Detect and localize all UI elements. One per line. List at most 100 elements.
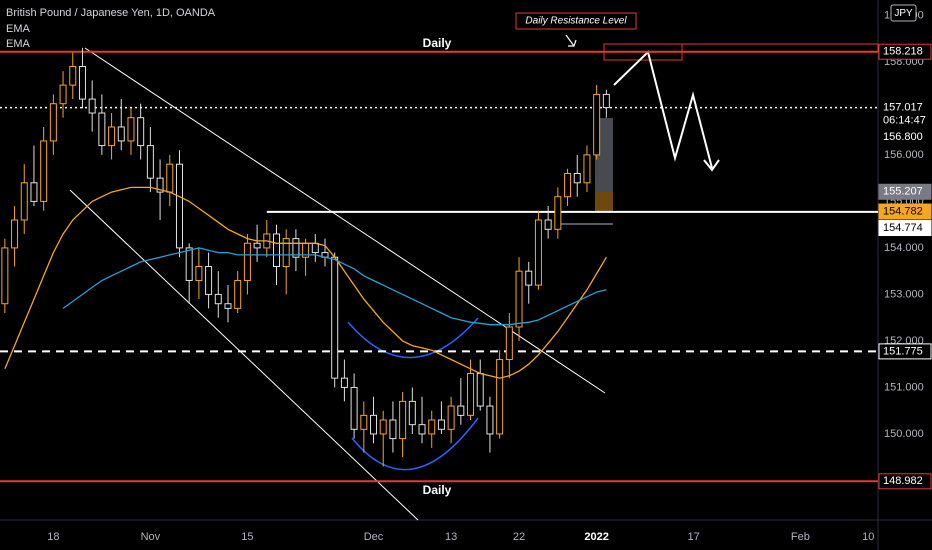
annotation: Daily <box>423 36 452 50</box>
candle-body <box>49 103 57 142</box>
y-tick-label: 156.000 <box>884 149 924 161</box>
candle-body <box>40 140 48 202</box>
candle-body <box>515 270 523 328</box>
candle-body <box>379 419 387 435</box>
candle-body <box>370 414 378 435</box>
candle-body <box>253 242 261 249</box>
arc <box>351 417 479 471</box>
candle-body <box>292 238 300 258</box>
y-tick-label: 151.000 <box>884 381 924 393</box>
price-tag <box>878 473 932 490</box>
currency-badge <box>890 4 917 22</box>
price-tag-label: 156.800 <box>883 131 923 143</box>
candle-body <box>389 419 397 440</box>
candle-body <box>224 303 232 309</box>
candle-body <box>59 84 67 105</box>
ema-line <box>4 186 607 379</box>
candle-body <box>428 419 436 435</box>
price-tag <box>878 99 932 129</box>
candle-body <box>554 196 562 230</box>
price-tag <box>878 43 932 60</box>
x-tick-label: Nov <box>141 531 161 543</box>
price-tag-label: 151.775 <box>883 345 923 357</box>
candle-body <box>418 424 426 435</box>
countdown: 06:14:47 <box>883 114 926 126</box>
candle-body <box>467 372 475 416</box>
x-tick-label: Dec <box>364 531 384 543</box>
price-tag <box>878 343 932 360</box>
price-tag <box>878 183 932 200</box>
candle-body <box>360 414 368 430</box>
candle-body <box>127 117 135 142</box>
candle-body <box>243 242 251 281</box>
x-tick-label: 22 <box>513 531 525 543</box>
arrow-head <box>703 159 720 172</box>
candle-body <box>534 219 542 286</box>
annotation: Daily Resistance Level <box>525 16 627 27</box>
candle-body <box>505 326 513 361</box>
candle-body <box>11 219 19 249</box>
candle-body <box>437 419 445 430</box>
candle-body <box>156 177 164 193</box>
x-tick-label: 17 <box>688 531 700 543</box>
ema-line <box>62 247 607 326</box>
candle-body <box>98 112 106 147</box>
candle-body <box>544 219 552 230</box>
currency-label: JPY <box>894 8 913 19</box>
channel-line <box>69 189 419 521</box>
candle-body <box>564 172 572 198</box>
candle-body <box>78 66 86 100</box>
price-tag-label: 157.017 <box>883 101 923 113</box>
candle-body <box>108 126 116 147</box>
price-tag-label: 155.207 <box>883 186 923 198</box>
candle-body <box>593 93 601 156</box>
price-tag-label: 148.982 <box>883 475 923 487</box>
candle-body <box>185 247 193 281</box>
candle-body <box>30 182 38 202</box>
candle-body <box>117 126 125 142</box>
candle-body <box>525 270 533 286</box>
candle-body <box>175 163 183 249</box>
candle-body <box>166 163 174 193</box>
candle-body <box>195 266 203 281</box>
candle-body <box>476 372 484 407</box>
candle-body <box>496 359 504 435</box>
annotation: Daily <box>423 483 452 497</box>
candle-body <box>282 238 290 268</box>
candle-body <box>457 405 465 416</box>
candle-body <box>408 400 416 426</box>
price-tag-label: 154.782 <box>883 205 923 217</box>
candle-body <box>137 117 145 147</box>
legend-entry: EMA <box>6 23 31 35</box>
candle-body <box>399 400 407 440</box>
price-tag-label: 158.218 <box>883 46 923 58</box>
arc <box>347 317 479 359</box>
pointer-arrow <box>565 34 577 47</box>
x-tick-label: 2022 <box>584 531 608 543</box>
price-tag-label: 154.774 <box>883 222 923 234</box>
x-tick-label: Feb <box>791 531 810 543</box>
candle-body <box>602 93 610 109</box>
candle-body <box>234 279 242 309</box>
candle-body <box>340 377 348 388</box>
candle-body <box>350 386 358 430</box>
candle-body <box>486 405 494 435</box>
candle-body <box>146 145 154 179</box>
channel-line <box>84 47 606 394</box>
legend-entry: EMA <box>6 38 31 50</box>
x-tick-label: 15 <box>241 531 253 543</box>
candle-body <box>1 247 9 305</box>
candle-body <box>311 242 319 254</box>
y-tick-label: 150.000 <box>884 428 924 440</box>
x-tick-label: 18 <box>47 531 59 543</box>
y-tick-label: 153.000 <box>884 288 924 300</box>
position-box <box>595 192 613 212</box>
candle-body <box>447 405 455 430</box>
x-tick-label: 13 <box>445 531 457 543</box>
candle-body <box>331 256 339 379</box>
candle-body <box>272 233 280 268</box>
y-tick-label: 154.000 <box>884 242 924 254</box>
price-tag <box>878 129 932 146</box>
x-tick-label: 10 <box>862 531 874 543</box>
